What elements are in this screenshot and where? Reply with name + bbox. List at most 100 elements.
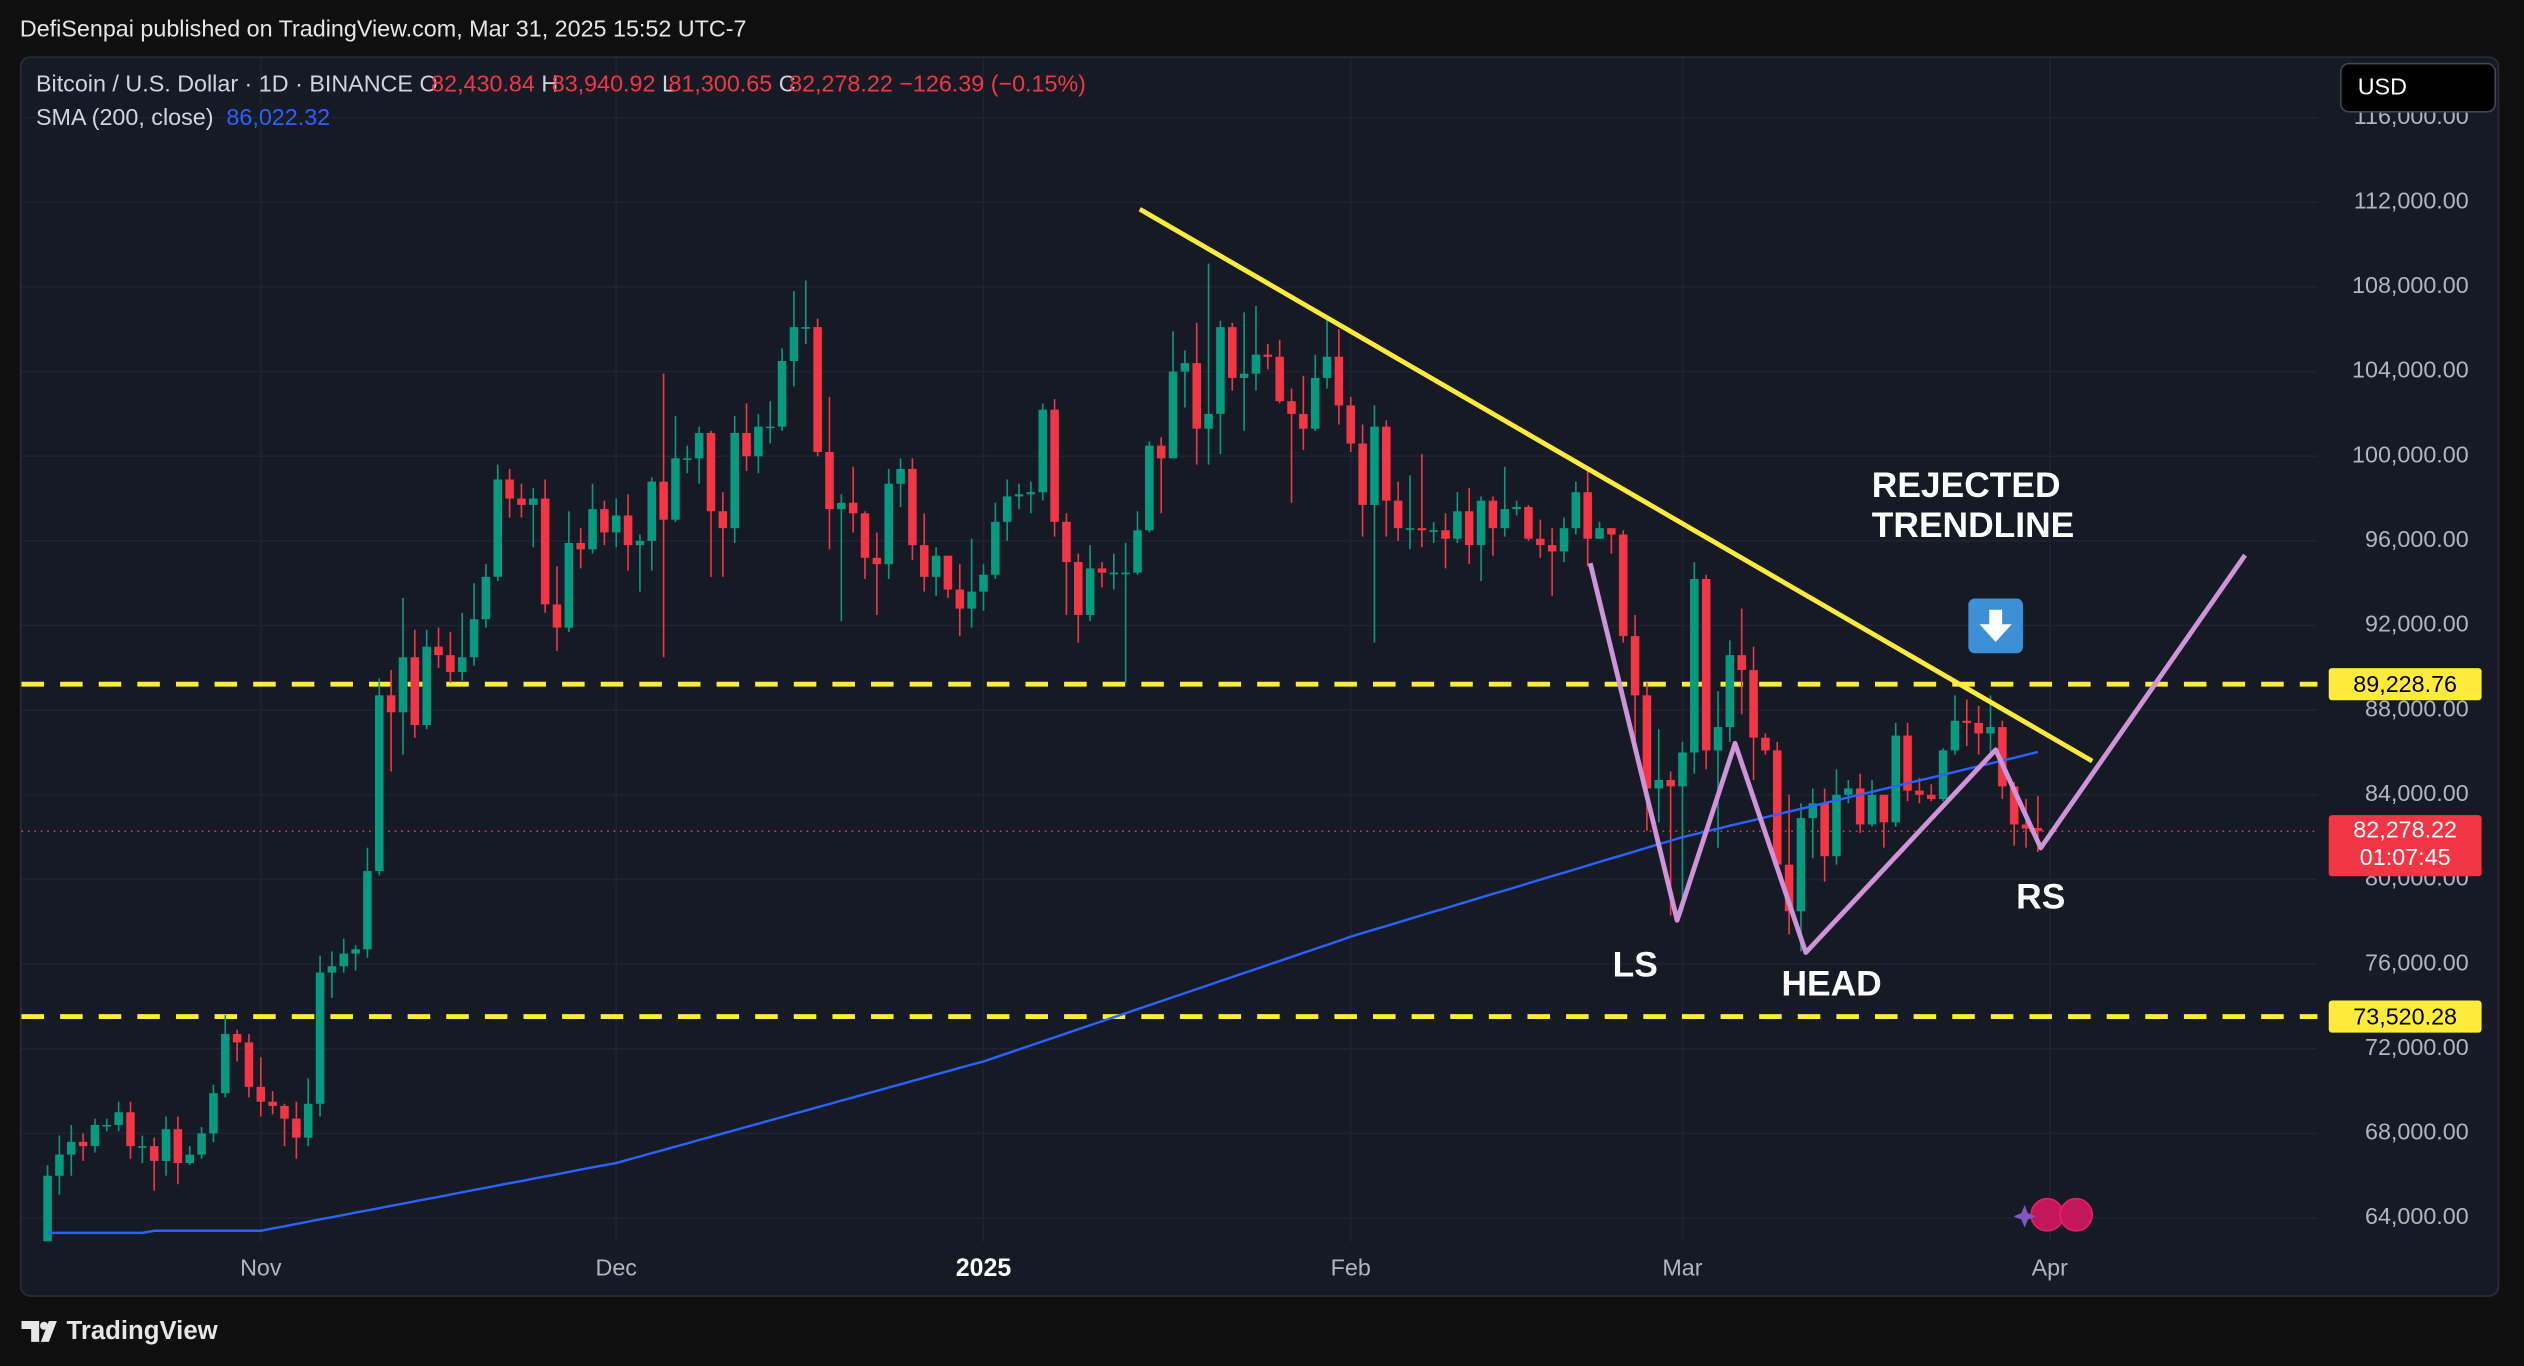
candle-body — [244, 1042, 254, 1087]
candle-body — [1642, 695, 1652, 789]
trendline — [1138, 207, 2094, 764]
candle-body — [517, 498, 526, 505]
legend-label: H — [541, 70, 558, 96]
candle-body — [493, 479, 503, 577]
candle-body — [564, 542, 574, 628]
candle-body — [979, 574, 988, 592]
candle-body — [55, 1154, 64, 1176]
candle-body — [197, 1133, 206, 1155]
candle-body — [303, 1103, 313, 1138]
candle-body — [1251, 354, 1261, 374]
candle-body — [446, 655, 455, 673]
candle-body — [185, 1154, 194, 1164]
candle-body — [1062, 521, 1071, 563]
candle-body — [955, 589, 965, 609]
candle-body — [1322, 356, 1332, 378]
x-tick-label: Feb — [1331, 1255, 1371, 1281]
sparkle-icon — [2013, 1205, 2036, 1228]
candle-body — [315, 972, 325, 1104]
candle-body — [1607, 528, 1616, 535]
candle-body — [1002, 496, 1012, 522]
y-tick-label: 64,000.00 — [2365, 1203, 2469, 1229]
candle-body — [1441, 530, 1450, 539]
candle-body — [647, 481, 657, 541]
event-icon[interactable] — [2059, 1197, 2094, 1232]
candle-body — [1915, 790, 1924, 795]
candle-body — [1239, 373, 1249, 378]
level-label: 89,228.76 — [2353, 671, 2457, 697]
candle-body — [1749, 669, 1758, 738]
y-tick-label: 68,000.00 — [2365, 1119, 2469, 1145]
candle-body — [1097, 568, 1107, 573]
candle-body — [1168, 371, 1178, 459]
event-icon[interactable] — [2030, 1197, 2065, 1232]
candle-body — [1808, 803, 1818, 819]
legend-value: 86,022.32 — [226, 104, 330, 130]
candle-body — [434, 646, 443, 656]
candle-body — [991, 521, 1000, 575]
candle-body — [1216, 327, 1225, 414]
candle-body — [505, 479, 514, 499]
candle-body — [837, 502, 846, 510]
candle-body — [1595, 528, 1604, 539]
y-tick-label: 108,000.00 — [2352, 272, 2469, 298]
y-tick-label: 104,000.00 — [2352, 357, 2469, 383]
candle-body — [1654, 780, 1664, 789]
candle-body — [1761, 737, 1770, 751]
annotation: TRENDLINE — [1872, 506, 2074, 545]
candle-body — [1109, 572, 1119, 575]
y-tick-label: 72,000.00 — [2365, 1034, 2469, 1060]
currency[interactable]: USD — [2358, 74, 2407, 100]
candle-body — [1228, 327, 1237, 378]
level-badge — [2328, 668, 2482, 701]
candle-body — [1180, 363, 1190, 372]
candle-body — [66, 1141, 76, 1155]
candle-body — [138, 1146, 147, 1148]
candle-body — [351, 949, 360, 954]
brand-logo-dot — [40, 1321, 49, 1330]
candle-body — [635, 540, 645, 546]
legend-value: 82,278.22 — [789, 70, 893, 96]
candle-body — [1962, 720, 1972, 723]
candle-body — [1500, 509, 1510, 529]
y-tick-label: 112,000.00 — [2354, 187, 2469, 213]
x-tick-label: Mar — [1662, 1255, 1702, 1281]
candle-body — [884, 483, 893, 565]
drawings: REJECTED TRENDLINE LS HEAD RS — [1138, 207, 2248, 1232]
candle-body — [232, 1033, 242, 1043]
candle-body — [102, 1124, 112, 1127]
candle-body — [1678, 752, 1687, 787]
y-tick-label: 76,000.00 — [2365, 949, 2469, 975]
candle-body — [1417, 528, 1427, 531]
y-tick-label: 96,000.00 — [2365, 526, 2469, 552]
sma-legend: SMA (200, close) 86,022.32 — [36, 104, 330, 130]
candle-body — [860, 513, 870, 558]
levels-layer — [21, 681, 2318, 1020]
candle-body — [1796, 818, 1806, 912]
candle-body — [1085, 568, 1095, 615]
level-badge — [2328, 1000, 2482, 1033]
candle-body — [280, 1105, 289, 1119]
candle-body — [161, 1129, 171, 1161]
brand-logo — [21, 1320, 57, 1342]
candle-body — [2033, 828, 2043, 832]
candle-body — [588, 509, 597, 550]
candle-body — [1618, 534, 1628, 637]
candle-body — [1571, 492, 1581, 529]
candle-body — [825, 451, 834, 510]
candle-body — [2021, 824, 2031, 829]
currency-button[interactable] — [2339, 62, 2497, 113]
candle-body — [78, 1141, 88, 1147]
candle-body — [1346, 405, 1356, 444]
candle-body — [754, 426, 763, 457]
last-price-badge — [2328, 815, 2482, 877]
candle-body — [1014, 494, 1024, 497]
y-tick-label: 100,000.00 — [2352, 441, 2469, 467]
candle-body — [1310, 377, 1320, 429]
candle-body — [1583, 492, 1592, 539]
x-tick-label: 2025 — [956, 1254, 1012, 1282]
candle-body — [327, 966, 337, 973]
candle-body — [552, 604, 562, 628]
candle-body — [706, 432, 716, 512]
candle-body — [268, 1101, 277, 1106]
